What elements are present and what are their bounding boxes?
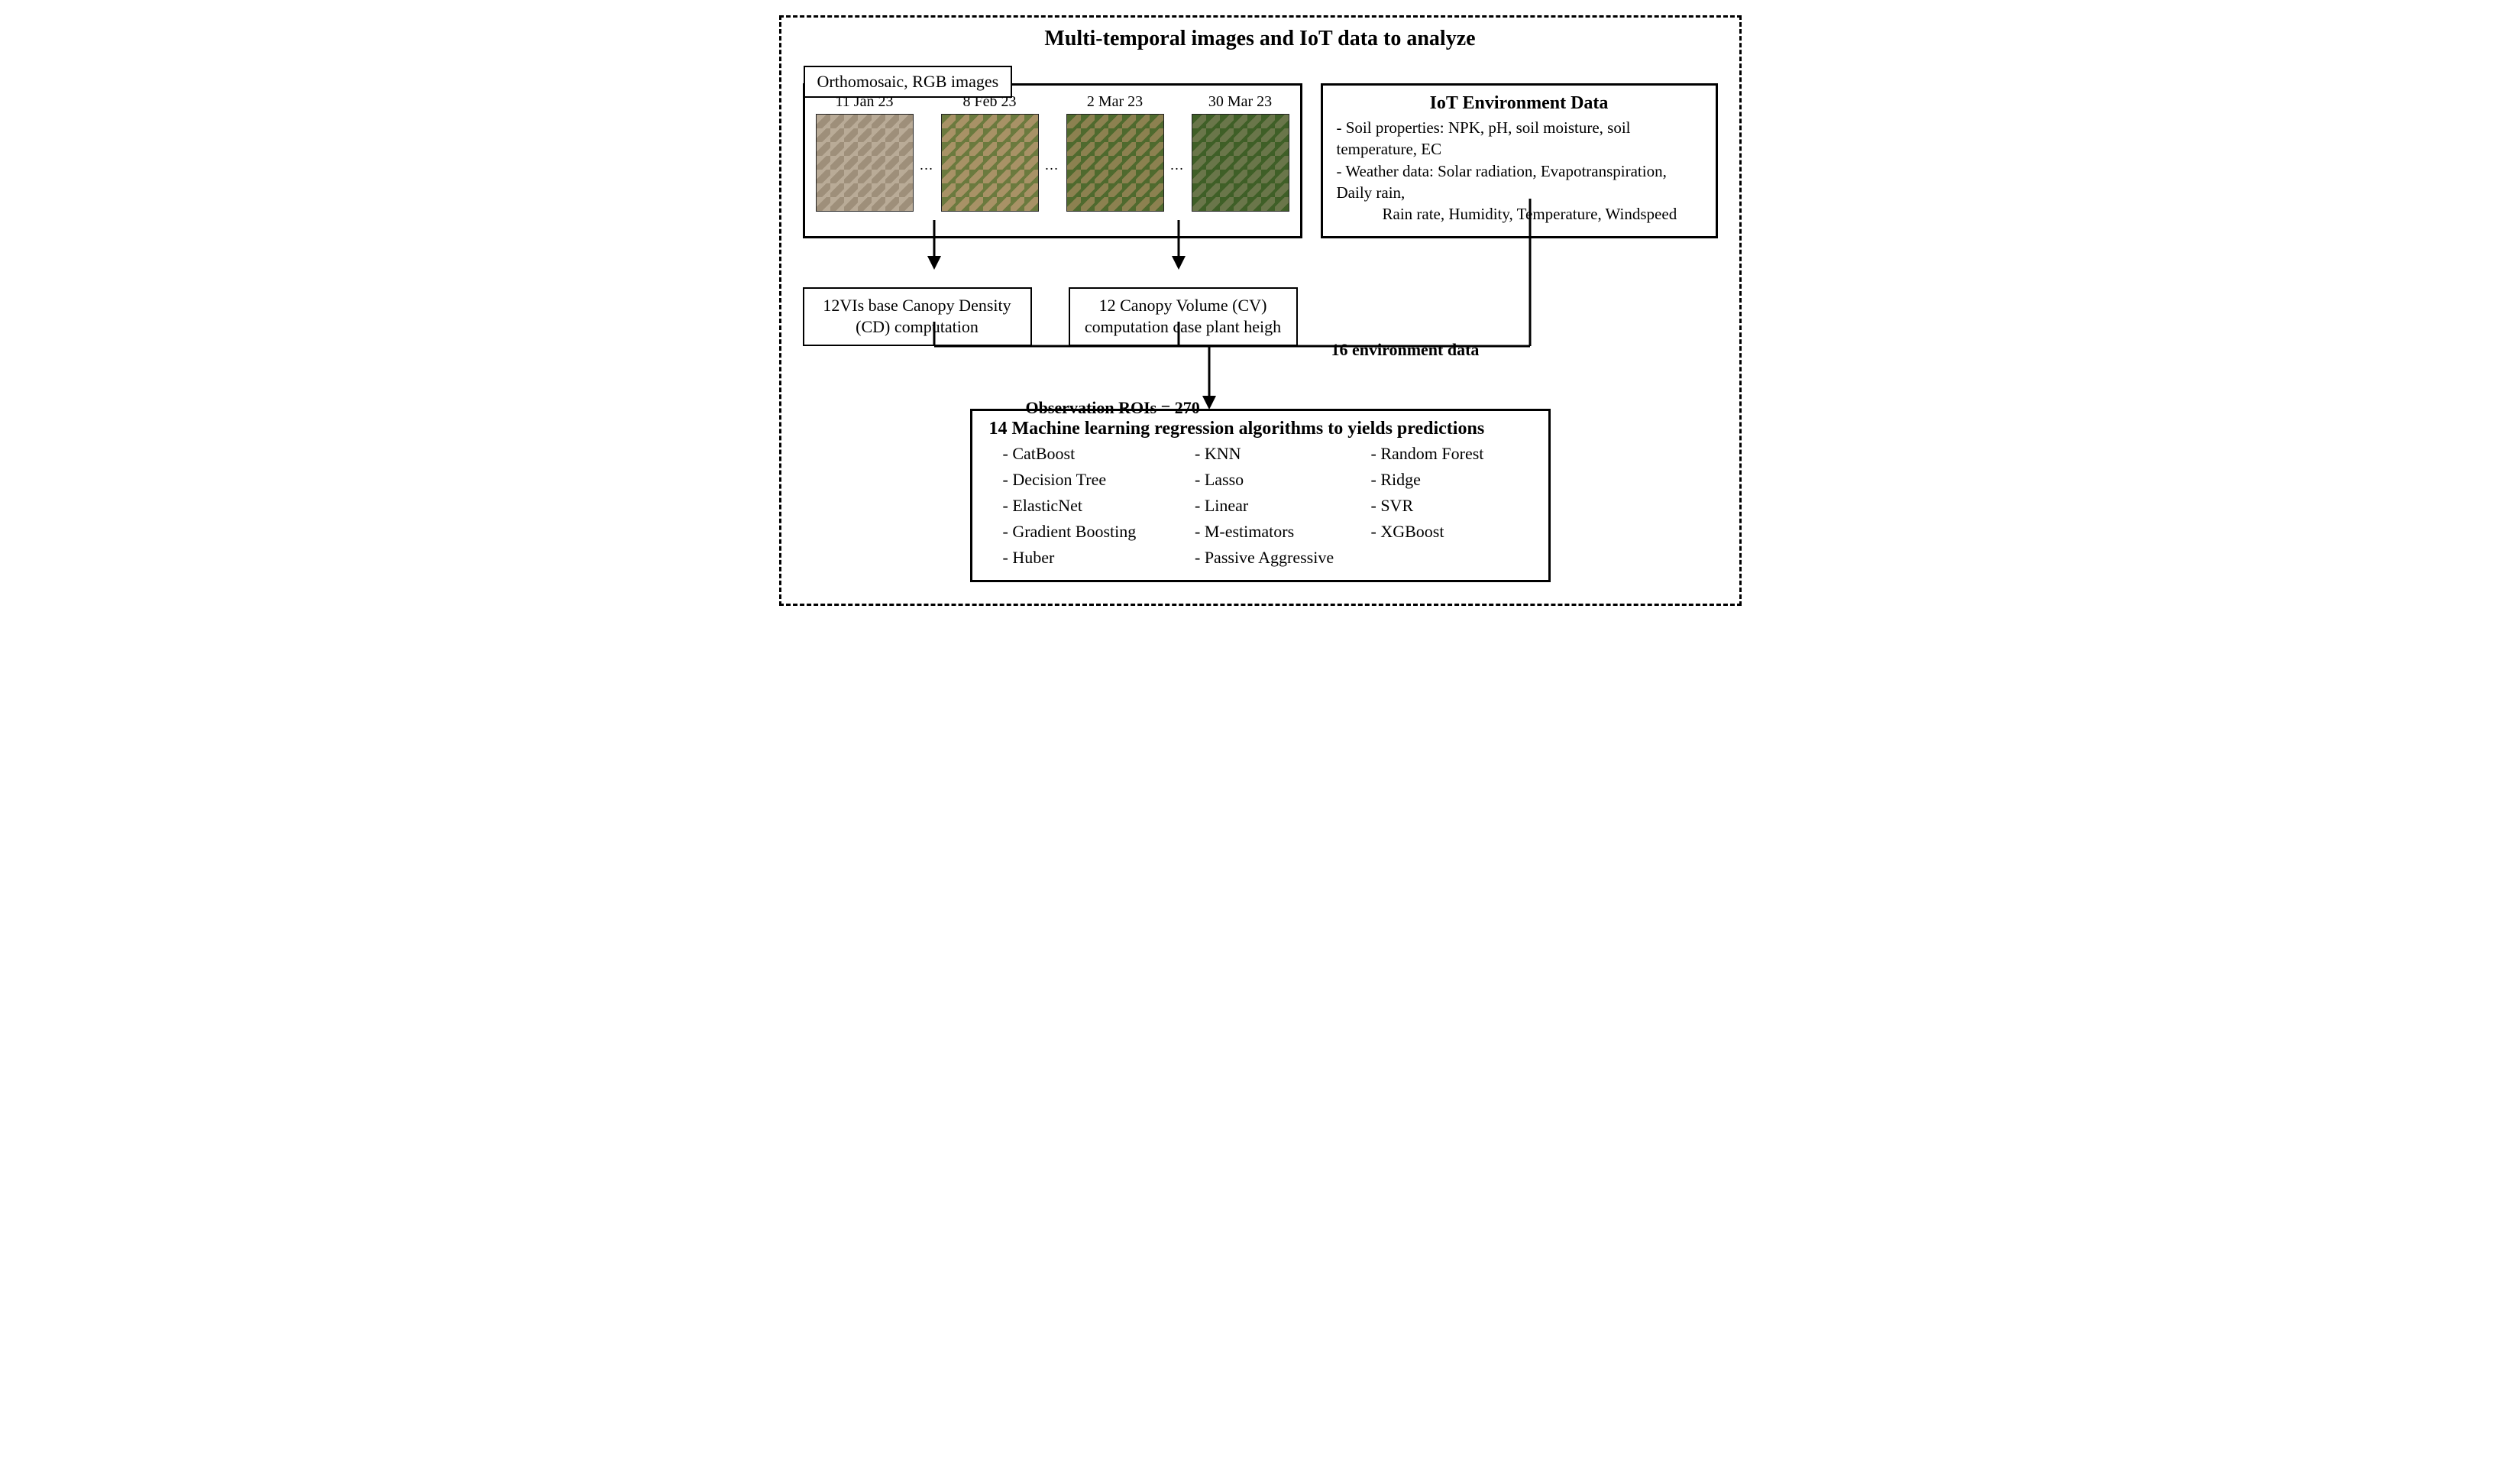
- thumb-0: [816, 114, 914, 212]
- thumb-col-2: 2 Mar 23: [1066, 93, 1164, 212]
- orthomosaic-panel: Orthomosaic, RGB images 11 Jan 23 … 8 Fe…: [803, 83, 1302, 238]
- ml-item: - KNN: [1195, 444, 1364, 464]
- ml-item: - CatBoost: [1003, 444, 1188, 464]
- thumbnail-row: 11 Jan 23 … 8 Feb 23 … 2 Mar 23 … 30 Mar…: [816, 93, 1289, 212]
- ml-item: - SVR: [1371, 496, 1532, 516]
- thumb-date-2: 2 Mar 23: [1087, 93, 1143, 111]
- thumb-3: [1192, 114, 1289, 212]
- ml-item: - Linear: [1195, 496, 1364, 516]
- ml-item: - XGBoost: [1371, 522, 1532, 542]
- ml-title: 14 Machine learning regression algorithm…: [989, 419, 1532, 439]
- ml-item: - M-estimators: [1195, 522, 1364, 542]
- mid-boxes-row: 12VIs base Canopy Density (CD) computati…: [803, 287, 1718, 346]
- top-row: Orthomosaic, RGB images 11 Jan 23 … 8 Fe…: [803, 83, 1718, 238]
- iot-weather-line-2: Rain rate, Humidity, Temperature, Windsp…: [1337, 203, 1702, 225]
- ml-item: - Decision Tree: [1003, 470, 1188, 490]
- env-data-label: 16 environment data: [1331, 340, 1480, 360]
- ml-item: - Gradient Boosting: [1003, 522, 1188, 542]
- ellipsis-icon: …: [1043, 157, 1062, 173]
- iot-title: IoT Environment Data: [1337, 93, 1702, 114]
- ml-item: - Random Forest: [1371, 444, 1532, 464]
- thumb-col-1: 8 Feb 23: [941, 93, 1039, 212]
- diagram-title: Multi-temporal images and IoT data to an…: [803, 27, 1718, 51]
- ml-item: - Lasso: [1195, 470, 1364, 490]
- thumb-col-3: 30 Mar 23: [1192, 93, 1289, 212]
- ellipsis-icon: …: [1169, 157, 1187, 173]
- roi-label: Observation ROIs = 270: [1026, 398, 1200, 418]
- thumb-col-0: 11 Jan 23: [816, 93, 914, 212]
- canopy-density-box: 12VIs base Canopy Density (CD) computati…: [803, 287, 1032, 346]
- orthomosaic-label: Orthomosaic, RGB images: [804, 66, 1013, 98]
- ml-item: [1371, 548, 1532, 568]
- thumb-2: [1066, 114, 1164, 212]
- iot-soil-line: - Soil properties: NPK, pH, soil moistur…: [1337, 117, 1702, 160]
- ml-item: - ElasticNet: [1003, 496, 1188, 516]
- thumb-date-3: 30 Mar 23: [1208, 93, 1272, 111]
- thumb-1: [941, 114, 1039, 212]
- ml-item: - Huber: [1003, 548, 1188, 568]
- ml-grid: - CatBoost - KNN - Random Forest - Decis…: [989, 444, 1532, 568]
- ml-item: - Ridge: [1371, 470, 1532, 490]
- iot-panel: IoT Environment Data - Soil properties: …: [1321, 83, 1718, 238]
- ml-box: 14 Machine learning regression algorithm…: [970, 409, 1551, 582]
- ellipsis-icon: …: [918, 157, 937, 173]
- ml-item: - Passive Aggressive: [1195, 548, 1364, 568]
- iot-weather-line-1: - Weather data: Solar radiation, Evapotr…: [1337, 160, 1702, 204]
- canopy-volume-box: 12 Canopy Volume (CV) computation case p…: [1069, 287, 1298, 346]
- diagram-container: Multi-temporal images and IoT data to an…: [779, 15, 1742, 606]
